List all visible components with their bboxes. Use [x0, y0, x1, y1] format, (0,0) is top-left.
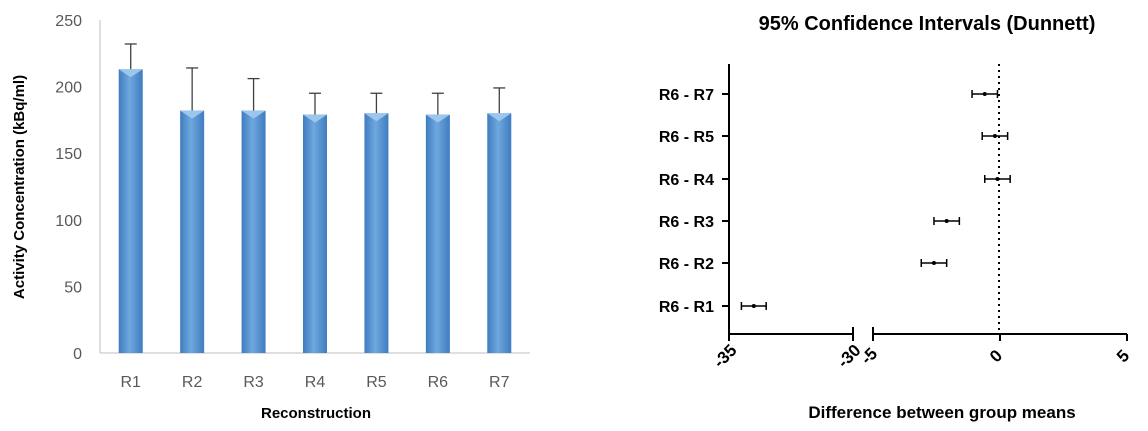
- x-tick-label: 5: [1113, 346, 1133, 366]
- bar: [303, 114, 327, 354]
- ci-mean-point: [931, 261, 936, 265]
- y-tick-label: 150: [55, 146, 82, 163]
- x-tick-label: R7: [489, 374, 510, 391]
- comparison-label: R6 - R4: [659, 172, 714, 189]
- ci-mean-point: [944, 219, 949, 223]
- x-tick-labels: -35 -30-5 0 5: [710, 334, 1133, 372]
- bar: [241, 110, 266, 354]
- ci-mean-point: [751, 304, 756, 308]
- x-tick-label: R1: [120, 374, 141, 391]
- ci-chart: 95% Confidence Intervals (Dunnett) R6 - …: [659, 13, 1133, 422]
- ci-mean-point: [995, 177, 1000, 181]
- bar-top: [303, 114, 327, 123]
- bar: [118, 69, 143, 353]
- bar-top: [180, 110, 205, 119]
- x-tick-label: R3: [243, 374, 264, 391]
- bar-top: [487, 113, 512, 122]
- x-tick-label: -35: [710, 341, 741, 372]
- comparison-label: R6 - R5: [659, 129, 714, 146]
- x-tick-label: 0: [986, 346, 1006, 366]
- bar-top: [425, 114, 450, 123]
- bar: [425, 114, 450, 354]
- x-tick-label: R4: [305, 374, 326, 391]
- bar-top: [241, 110, 266, 119]
- ci-mean-point: [982, 92, 987, 96]
- bar-chart: 0 50 100 150 200 250 R1 R2 R3 R4 R5 R6 R7 Activity …: [11, 13, 530, 422]
- y-tick-label: 200: [55, 80, 82, 97]
- bar: [487, 113, 512, 354]
- confidence-intervals: [740, 90, 1011, 310]
- ci-mean-point: [992, 134, 997, 138]
- bar-top: [364, 113, 389, 122]
- x-tick-label: R6: [428, 374, 449, 391]
- bars: [118, 43, 512, 354]
- y-tick-label: 250: [55, 13, 82, 30]
- comparison-label: R6 - R3: [659, 214, 714, 231]
- y-tick-label: 50: [64, 279, 82, 296]
- y-tick-labels: 0 50 100 150 200 250: [55, 13, 82, 363]
- x-tick-label: R5: [366, 374, 387, 391]
- bar: [180, 110, 205, 354]
- comparison-label: R6 - R2: [659, 256, 714, 273]
- y-axis-label: Activity Concentration (kBq/ml): [11, 75, 28, 299]
- comparison-label: R6 - R7: [659, 87, 714, 104]
- x-axis-label: Difference between group means: [808, 403, 1075, 422]
- bar-top: [118, 69, 143, 78]
- x-axis-label: Reconstruction: [261, 405, 371, 422]
- bar: [364, 113, 389, 354]
- x-tick-labels: R1 R2 R3 R4 R5 R6 R7: [120, 374, 509, 391]
- comparison-labels: R6 - R7 R6 - R5 R6 - R4 R6 - R3 R6 - R2 R6 - …: [659, 87, 729, 316]
- chart-title: 95% Confidence Intervals (Dunnett): [759, 13, 1096, 35]
- comparison-label: R6 - R1: [659, 299, 714, 316]
- x-tick-label: R2: [182, 374, 203, 391]
- y-tick-label: 100: [55, 213, 82, 230]
- y-tick-label: 0: [73, 346, 82, 363]
- x-tick-label: -5: [857, 344, 881, 368]
